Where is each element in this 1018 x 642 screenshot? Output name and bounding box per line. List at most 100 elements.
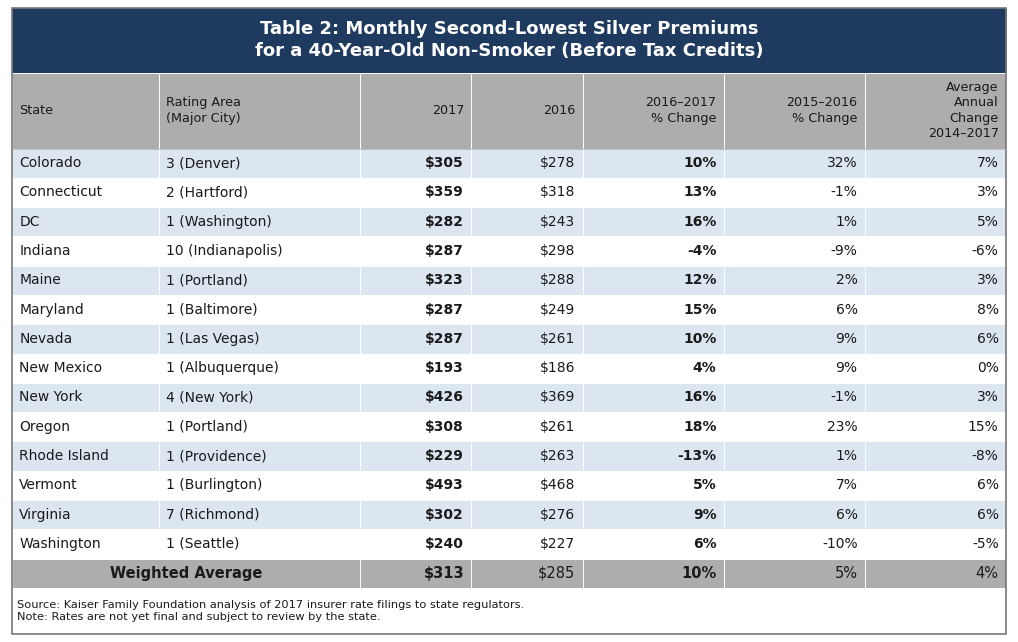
Bar — [864, 354, 1006, 383]
Text: Table 2: Monthly Second-Lowest Silver Premiums
for a 40-Year-Old Non-Smoker (Bef: Table 2: Monthly Second-Lowest Silver Pr… — [254, 21, 764, 60]
Bar — [159, 471, 360, 500]
Bar — [12, 354, 159, 383]
Bar — [864, 324, 1006, 354]
Bar — [159, 383, 360, 412]
Bar — [582, 354, 724, 383]
Bar — [159, 73, 360, 148]
Bar — [582, 442, 724, 471]
Text: 7 (Richmond): 7 (Richmond) — [166, 508, 260, 521]
Bar — [582, 529, 724, 559]
Text: 1%: 1% — [836, 214, 857, 229]
Text: Maryland: Maryland — [19, 302, 84, 317]
Bar — [471, 236, 582, 266]
Text: -1%: -1% — [831, 186, 857, 200]
Text: $193: $193 — [426, 361, 464, 375]
Bar — [864, 559, 1006, 588]
Text: 15%: 15% — [968, 420, 999, 434]
Bar — [724, 471, 864, 500]
Bar — [12, 471, 159, 500]
Text: Average
Annual
Change
2014–2017: Average Annual Change 2014–2017 — [927, 81, 999, 141]
Text: $323: $323 — [426, 273, 464, 288]
Bar — [724, 148, 864, 178]
Bar — [12, 178, 159, 207]
Bar — [471, 529, 582, 559]
Text: 10%: 10% — [681, 566, 717, 580]
Text: 5%: 5% — [977, 214, 999, 229]
Text: $359: $359 — [426, 186, 464, 200]
Bar — [582, 148, 724, 178]
Bar — [724, 73, 864, 148]
Bar — [724, 266, 864, 295]
Bar — [159, 354, 360, 383]
Text: $287: $287 — [426, 244, 464, 258]
Text: -5%: -5% — [972, 537, 999, 551]
Bar — [582, 471, 724, 500]
Text: New York: New York — [19, 390, 82, 404]
Bar — [724, 529, 864, 559]
Text: $278: $278 — [541, 156, 575, 170]
Bar — [582, 412, 724, 442]
Bar — [724, 295, 864, 324]
Text: $313: $313 — [423, 566, 464, 580]
Bar — [159, 207, 360, 236]
Text: 4%: 4% — [975, 566, 999, 580]
Text: 4%: 4% — [692, 361, 717, 375]
Bar — [12, 412, 159, 442]
Bar — [471, 383, 582, 412]
Bar — [471, 559, 582, 588]
Bar — [471, 148, 582, 178]
Bar — [471, 178, 582, 207]
Bar — [471, 354, 582, 383]
Text: DC: DC — [19, 214, 40, 229]
Text: Rhode Island: Rhode Island — [19, 449, 109, 463]
Bar — [360, 148, 471, 178]
Text: 9%: 9% — [836, 361, 857, 375]
Text: 5%: 5% — [692, 478, 717, 492]
Bar — [724, 207, 864, 236]
Text: 23%: 23% — [827, 420, 857, 434]
Bar — [724, 354, 864, 383]
Text: -13%: -13% — [677, 449, 717, 463]
Text: 3 (Denver): 3 (Denver) — [166, 156, 241, 170]
Text: 2016–2017
% Change: 2016–2017 % Change — [645, 96, 717, 125]
Text: 9%: 9% — [836, 332, 857, 346]
Text: $493: $493 — [426, 478, 464, 492]
Bar — [864, 148, 1006, 178]
Bar — [724, 178, 864, 207]
Text: 9%: 9% — [693, 508, 717, 521]
Text: Source: Kaiser Family Foundation analysis of 2017 insurer rate filings to state : Source: Kaiser Family Foundation analysi… — [17, 600, 524, 622]
Text: $261: $261 — [540, 420, 575, 434]
Text: 1%: 1% — [836, 449, 857, 463]
Text: 3%: 3% — [977, 273, 999, 288]
Text: $243: $243 — [541, 214, 575, 229]
Bar — [159, 442, 360, 471]
Bar — [360, 559, 471, 588]
Bar — [471, 295, 582, 324]
Text: Nevada: Nevada — [19, 332, 72, 346]
Text: 10 (Indianapolis): 10 (Indianapolis) — [166, 244, 283, 258]
Text: 1 (Las Vegas): 1 (Las Vegas) — [166, 332, 260, 346]
Text: 5%: 5% — [835, 566, 857, 580]
Text: Vermont: Vermont — [19, 478, 78, 492]
Bar — [360, 471, 471, 500]
Text: 10%: 10% — [683, 332, 717, 346]
Bar — [471, 412, 582, 442]
Text: 7%: 7% — [836, 478, 857, 492]
Text: 3%: 3% — [977, 186, 999, 200]
Bar — [360, 500, 471, 529]
Bar — [582, 73, 724, 148]
Text: $282: $282 — [426, 214, 464, 229]
Bar — [360, 207, 471, 236]
Bar — [159, 236, 360, 266]
Bar — [12, 383, 159, 412]
Text: 6%: 6% — [693, 537, 717, 551]
Text: $249: $249 — [541, 302, 575, 317]
Text: 1 (Portland): 1 (Portland) — [166, 273, 248, 288]
Text: 16%: 16% — [683, 390, 717, 404]
Bar — [471, 471, 582, 500]
Text: $426: $426 — [426, 390, 464, 404]
Text: 0%: 0% — [977, 361, 999, 375]
Bar — [864, 295, 1006, 324]
Bar — [12, 529, 159, 559]
Text: 6%: 6% — [976, 478, 999, 492]
